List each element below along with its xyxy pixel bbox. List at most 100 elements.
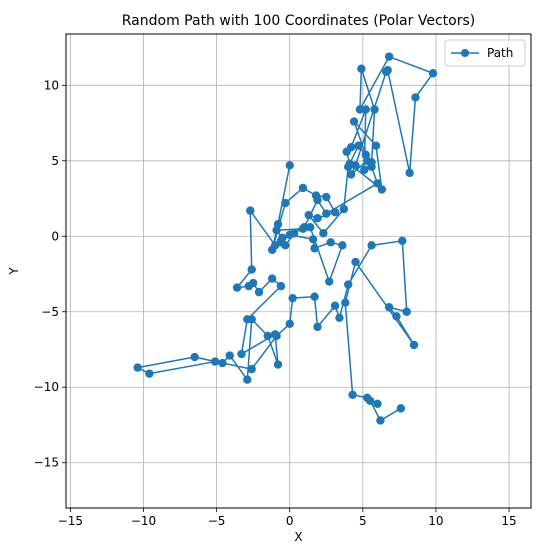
data-point: [310, 244, 319, 253]
data-point: [367, 162, 376, 172]
data-point: [338, 241, 347, 250]
data-point: [354, 141, 363, 150]
data-point: [363, 156, 372, 165]
data-point: [281, 198, 290, 208]
data-point: [330, 301, 340, 310]
data-point: [190, 352, 199, 362]
data-point: [267, 274, 277, 283]
data-point: [349, 117, 359, 126]
data-point: [322, 192, 331, 202]
data-point: [145, 369, 154, 378]
data-point: [310, 292, 319, 301]
data-point: [298, 224, 308, 233]
data-point: [361, 105, 370, 114]
y-tick-label: 5: [51, 154, 59, 168]
data-point: [344, 280, 353, 289]
data-point: [330, 207, 340, 217]
data-point: [335, 313, 344, 322]
data-point: [313, 213, 322, 223]
data-point: [382, 67, 391, 76]
data-point: [392, 312, 401, 321]
data-point: [247, 364, 256, 374]
data-point: [263, 331, 272, 341]
axis-ticks: −15 −10 −5 0 5 10 15 −15 −10 −5 0 5 10: [34, 78, 517, 528]
y-tick-label: −10: [34, 380, 59, 394]
grid-lines: [66, 34, 531, 508]
data-point: [326, 238, 335, 247]
data-point: [367, 241, 376, 250]
data-point: [246, 206, 255, 215]
chart-title: Random Path with 100 Coordinates (Polar …: [122, 13, 475, 29]
data-point: [384, 52, 394, 61]
data-point: [351, 257, 360, 267]
data-point: [313, 195, 322, 205]
data-point: [348, 390, 357, 399]
data-point: [373, 179, 382, 188]
data-point: [365, 396, 375, 406]
legend: Path: [444, 39, 526, 67]
data-point: [402, 307, 411, 316]
data-point: [346, 170, 356, 179]
data-point: [339, 204, 349, 214]
data-point: [247, 265, 256, 274]
data-point: [411, 93, 420, 102]
data-point: [351, 161, 360, 170]
x-axis-title: X: [294, 530, 302, 544]
x-tick-label: −10: [131, 514, 156, 528]
x-tick-label: 5: [359, 514, 367, 528]
data-point: [357, 64, 366, 73]
y-tick-label: 10: [44, 78, 59, 92]
data-point: [377, 185, 387, 194]
plot-frame: [65, 33, 532, 509]
data-point: [243, 375, 252, 384]
data-point: [276, 236, 286, 246]
data-point: [285, 161, 294, 170]
x-tick-label: 10: [428, 514, 443, 528]
data-point: [428, 69, 438, 78]
data-point: [270, 241, 280, 250]
data-point: [325, 277, 334, 286]
data-point: [247, 315, 256, 324]
x-tick-label: 0: [286, 514, 294, 528]
data-point: [272, 226, 281, 235]
data-point: [396, 404, 406, 413]
data-point: [384, 303, 394, 312]
data-point: [232, 283, 242, 292]
data-point: [306, 223, 315, 232]
data-point: [405, 168, 414, 178]
data-point: [398, 236, 407, 246]
legend-marker-swatch: [461, 49, 469, 57]
data-point: [376, 416, 385, 425]
data-point: [272, 331, 281, 341]
data-point: [298, 183, 308, 193]
data-point: [225, 351, 234, 360]
x-tick-label: −5: [208, 514, 226, 528]
data-point: [237, 349, 246, 359]
x-tick-label: −15: [58, 514, 83, 528]
data-point: [308, 235, 318, 244]
data-point: [313, 322, 322, 332]
data-point: [248, 278, 258, 288]
data-point: [346, 143, 356, 152]
series-path: [133, 52, 438, 425]
y-axis-title: Y: [7, 267, 21, 276]
y-tick-label: −5: [41, 305, 59, 319]
data-point: [319, 229, 328, 238]
data-point: [371, 141, 381, 150]
data-point: [254, 287, 264, 297]
legend-label: Path: [487, 46, 513, 60]
data-point: [409, 340, 419, 350]
data-point: [210, 357, 220, 366]
series-line: [136, 55, 434, 422]
legend-box: [444, 39, 526, 67]
data-point: [285, 230, 294, 239]
data-point: [273, 360, 283, 369]
y-tick-label: −15: [34, 456, 59, 470]
data-point: [133, 363, 142, 372]
y-tick-label: 0: [51, 229, 59, 243]
data-point: [304, 210, 313, 220]
data-point: [288, 293, 297, 303]
data-point: [370, 105, 379, 114]
